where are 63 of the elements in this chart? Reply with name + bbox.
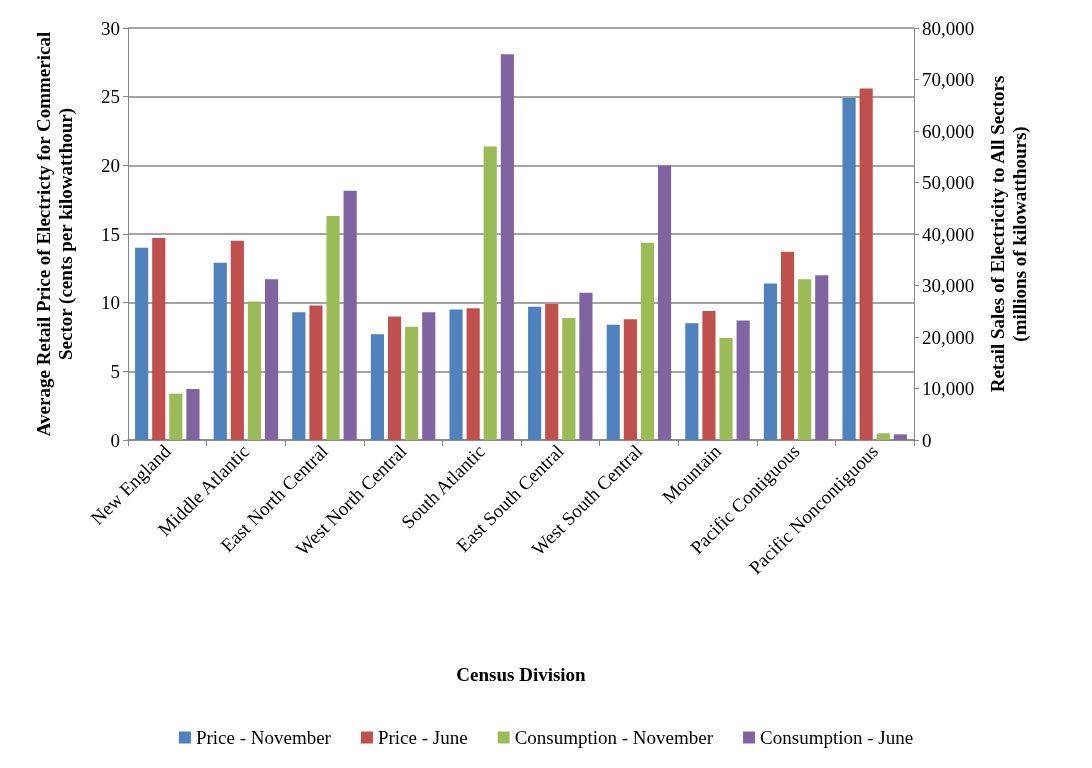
y-tick-label: 30: [101, 17, 120, 39]
bar: [579, 292, 593, 440]
bar: [343, 190, 357, 440]
bar: [780, 251, 795, 440]
y-tick-label: 25: [101, 86, 120, 108]
bar: [152, 238, 166, 440]
y2-tick-label: 40,000: [922, 223, 975, 245]
y-tick-label: 0: [110, 429, 120, 451]
bar: [545, 304, 559, 440]
x-axis-title: Census Division: [456, 664, 587, 685]
bar: [842, 98, 856, 440]
bar: [326, 215, 340, 440]
bar: [370, 334, 385, 440]
bar: [169, 393, 183, 440]
legend-label: Consumption - November: [514, 727, 714, 748]
y-tick-label: 15: [101, 223, 120, 245]
bar: [292, 312, 306, 440]
y2-tick-label: 70,000: [922, 69, 975, 90]
bar: [719, 338, 733, 440]
bar: [449, 309, 463, 440]
bar: [135, 247, 149, 440]
bar: [606, 324, 620, 440]
y2-tick-label: 60,000: [922, 120, 975, 142]
y-tick-label: 20: [101, 154, 120, 176]
bar: [528, 306, 542, 440]
bar: [264, 279, 279, 440]
y2-axis-title: Retail Sales of Electricity to All Sectors (millions of kilowatthours): [986, 75, 1031, 393]
y2-tick-label: 10,000: [922, 378, 975, 399]
bar: [702, 310, 716, 440]
bar: [387, 316, 402, 440]
bar: [893, 434, 907, 440]
bar: [798, 279, 812, 440]
bar: [763, 283, 778, 440]
bar: [815, 275, 829, 440]
bar: [483, 146, 497, 440]
bar: [859, 88, 873, 440]
legend-label: Price - November: [195, 727, 332, 748]
bar: [623, 319, 637, 440]
bar: [562, 317, 576, 440]
legend-label: Price - June: [377, 727, 468, 748]
bar: [685, 323, 699, 440]
y2-tick-label: 20,000: [922, 326, 975, 348]
legend-label: Consumption - June: [760, 727, 914, 748]
y2-tick-label: 50,000: [922, 172, 975, 193]
bar: [736, 320, 750, 440]
bar: [230, 240, 244, 440]
y-axis-title: Average Retail Price of Electricty for Commerical Sector (cents per kilowatthour): [32, 31, 77, 437]
y2-tick-label: 30,000: [922, 275, 975, 296]
bar: [405, 326, 419, 440]
bar: [186, 389, 200, 440]
bar: [500, 54, 514, 440]
y-tick-label: 5: [110, 360, 120, 382]
y-tick-label: 10: [101, 292, 120, 314]
bar: [876, 433, 890, 440]
bar: [247, 301, 262, 440]
y2-tick-label: 0: [922, 429, 932, 451]
y2-tick-label: 80,000: [922, 17, 975, 39]
bar: [466, 308, 480, 440]
bar: [657, 165, 672, 440]
bar: [422, 312, 436, 440]
bar: [213, 262, 227, 440]
bar: [309, 305, 323, 440]
bar: [640, 242, 655, 440]
